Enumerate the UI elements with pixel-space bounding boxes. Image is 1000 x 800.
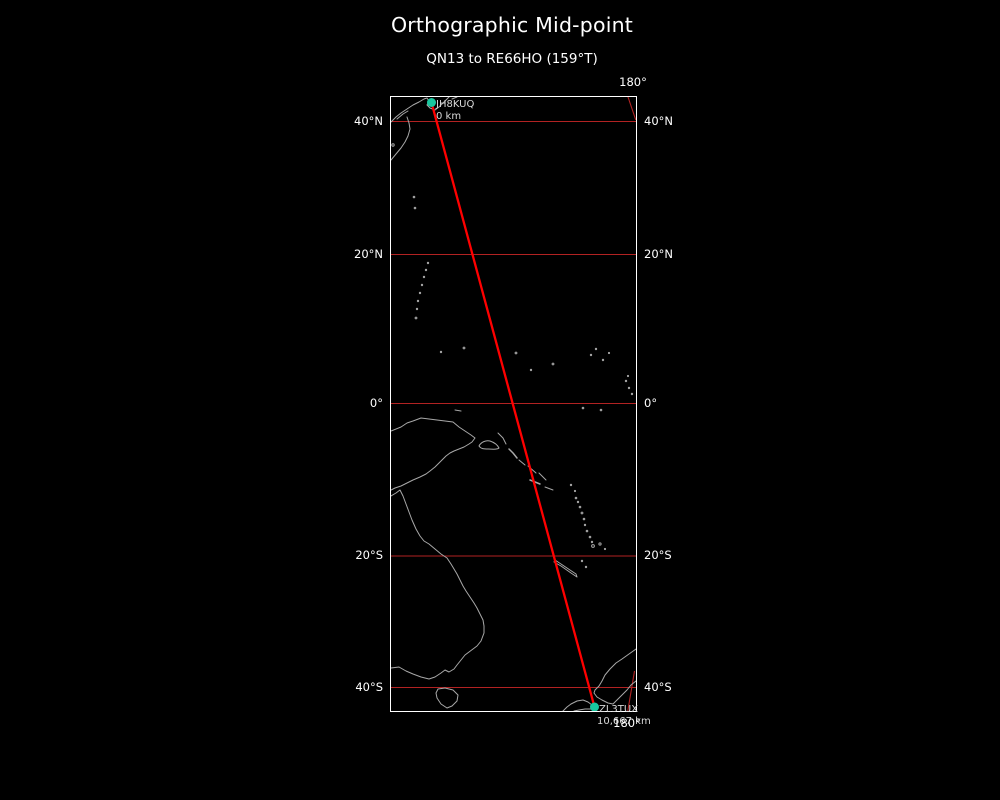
island-sado [391, 143, 395, 147]
island-fiji [591, 544, 595, 548]
lat-label-left-20n: 20°N [354, 246, 383, 261]
geodesic-path-line [430, 102, 596, 708]
coast-australia [391, 489, 485, 680]
coast-honshu [391, 116, 411, 161]
lat-label-left-40s: 40°S [355, 679, 383, 694]
island-new-ireland [497, 432, 507, 445]
lat-label-right-20s: 20°S [644, 548, 672, 562]
end-endpoint-marker [590, 702, 599, 711]
lat-label-right-0: 0° [644, 395, 658, 410]
coastlines [391, 97, 636, 711]
lat-label-left-0: 0° [369, 395, 383, 410]
coast-hokkaido [391, 97, 450, 123]
lat-label-left-40n: 40°N [354, 113, 383, 128]
island-new-britain [478, 440, 500, 450]
coast-new-guinea [391, 417, 476, 491]
end-callsign-label: ZL3TUX [599, 704, 639, 715]
lat-label-right-20n: 20°N [644, 246, 673, 261]
page-title: Orthographic Mid-point [390, 13, 634, 37]
end-distance-label: 10,667 km [597, 716, 651, 727]
start-distance-label: 0 km [436, 111, 462, 122]
path-subtitle: QN13 to RE66HO (159°T) [426, 51, 598, 67]
orthographic-map [391, 97, 636, 711]
start-endpoint-marker [427, 98, 436, 107]
start-callsign-label: JH8KUQ [436, 99, 475, 110]
lat-label-right-40s: 40°S [644, 679, 672, 694]
meridian-180-arcs [627, 97, 636, 711]
coast-tsugaru [396, 110, 409, 120]
meridian-label-top: 180° [619, 75, 647, 89]
meridian-label-bottom: 180° [613, 716, 641, 730]
map-canvas [390, 96, 637, 712]
lat-label-right-40n: 40°N [644, 113, 673, 128]
island-manus [454, 409, 462, 412]
coast-kuril [451, 97, 458, 100]
coast-nz-north-island [593, 648, 636, 705]
island-tasmania [435, 687, 459, 709]
lat-label-left-20s: 20°S [355, 548, 383, 562]
